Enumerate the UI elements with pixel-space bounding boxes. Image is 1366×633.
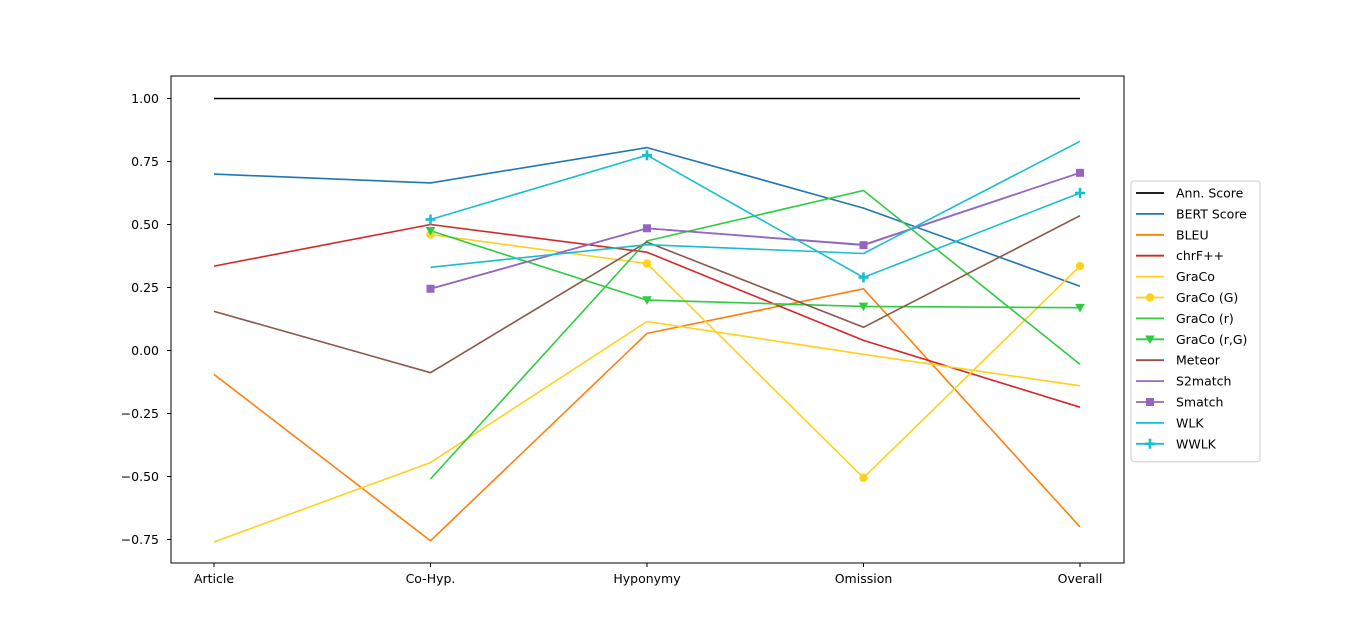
legend-item-ann-score: Ann. Score [1136, 186, 1244, 201]
series-line-bert-score [213, 146, 1081, 287]
data-point-smatch [1076, 168, 1084, 177]
x-tick-label: Omission [835, 571, 893, 586]
legend-label: WLK [1176, 415, 1204, 430]
series-line-smatch [430, 172, 1081, 290]
legend-item-wlk: WLK [1136, 415, 1204, 430]
series-line-chrf [213, 223, 1081, 408]
legend-label: Smatch [1176, 395, 1223, 410]
data-point-graco-r-g [642, 296, 652, 305]
legend-label: GraCo (G) [1176, 290, 1238, 305]
legend-item-graco-g: GraCo (G) [1136, 290, 1238, 305]
series-line-meteor [213, 214, 1081, 374]
legend-marker [1145, 293, 1155, 302]
data-point-wwlk [642, 150, 652, 161]
plot-area [170, 75, 1125, 564]
data-point-graco-g [1075, 261, 1085, 271]
data-point-graco-g [859, 473, 868, 482]
x-tick-label: Article [194, 571, 234, 586]
legend: Ann. Score BERT Score BLEU chrF++ GraCo GraCo… [1130, 180, 1261, 463]
legend-item-bert-score: BERT Score [1136, 206, 1247, 221]
y-tick-label: −0.75 [121, 532, 159, 547]
data-point-wwlk [1075, 188, 1085, 198]
legend-label: Meteor [1176, 353, 1221, 368]
series-line-graco-r-g [430, 230, 1081, 309]
legend-label: chrF++ [1176, 248, 1224, 263]
legend-item-smatch: Smatch [1136, 395, 1223, 410]
data-point-graco-r-g [425, 227, 436, 236]
data-point-wwlk [425, 214, 436, 225]
series-lines [213, 97, 1081, 543]
x-tick-label: Hyponymy [613, 571, 681, 586]
series-line-wlk [430, 140, 1081, 269]
y-tick-label: 1.00 [131, 91, 159, 106]
x-tick-label: Co-Hyp. [406, 571, 456, 586]
legend-item-chrf: chrF++ [1136, 248, 1224, 263]
y-tick-label: −0.25 [121, 406, 159, 421]
legend-label: WWLK [1176, 436, 1217, 451]
legend-item-wwlk: WWLK [1136, 436, 1217, 451]
y-axis: −0.75 −0.50 −0.25 0.00 0.25 0.50 0.75 1.00 [121, 91, 171, 547]
x-tick-label: Overall [1058, 571, 1103, 586]
legend-item-bleu: BLEU [1136, 227, 1209, 242]
y-tick-label: 0.25 [131, 280, 159, 295]
legend-label: GraCo [1176, 269, 1215, 284]
legend-item-graco-r: GraCo (r) [1136, 311, 1234, 326]
data-point-wwlk [858, 272, 869, 283]
y-tick-label: −0.50 [121, 469, 159, 484]
legend-item-s2match: S2match [1136, 374, 1231, 389]
legend-marker [1145, 335, 1155, 345]
series-line-wwlk [430, 154, 1081, 279]
legend-label: BERT Score [1176, 206, 1247, 221]
legend-label: Ann. Score [1176, 186, 1244, 201]
data-point-graco-r-g [1075, 303, 1085, 313]
legend-label: BLEU [1176, 227, 1209, 242]
series-line-graco [213, 320, 1081, 543]
data-point-graco-r-g [858, 302, 869, 312]
series-markers [425, 150, 1085, 482]
legend-item-graco-r-g: GraCo (r,G) [1136, 332, 1247, 347]
data-point-smatch [426, 284, 435, 293]
legend-item-graco: GraCo [1136, 269, 1215, 284]
legend-label: GraCo (r,G) [1176, 332, 1247, 347]
data-point-smatch [643, 224, 651, 233]
legend-label: S2match [1176, 374, 1231, 389]
data-point-smatch [859, 241, 868, 250]
legend-label: GraCo (r) [1176, 311, 1234, 326]
y-tick-label: 0.75 [131, 154, 159, 169]
series-line-graco-g [430, 233, 1081, 479]
data-point-graco-g [642, 259, 652, 268]
y-tick-label: 0.50 [131, 217, 159, 232]
legend-marker [1146, 398, 1154, 406]
legend-marker [1145, 438, 1155, 449]
legend-box [1130, 180, 1261, 463]
legend-item-meteor: Meteor [1136, 353, 1221, 368]
series-line-bleu [213, 288, 1081, 542]
x-axis: Article Co-Hyp. Hyponymy Omission Overall [194, 563, 1102, 586]
y-tick-label: 0.00 [131, 343, 159, 358]
